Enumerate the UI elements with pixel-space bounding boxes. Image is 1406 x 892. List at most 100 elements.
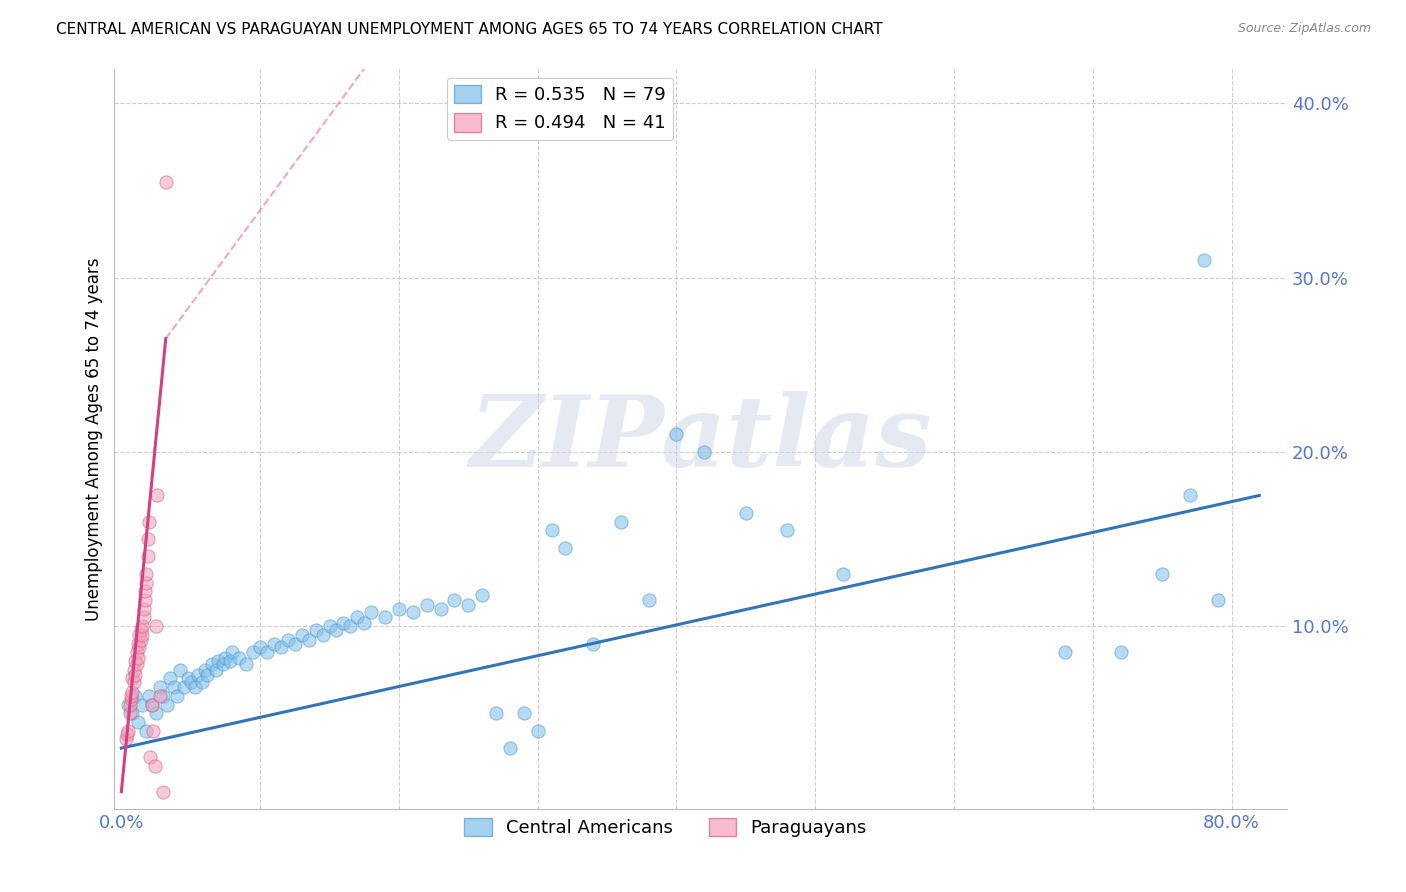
Point [166,689,188,703]
Point [429,601,451,615]
Point [117,698,139,712]
Point [388,601,411,615]
Point [124,689,146,703]
Point [211,657,233,672]
Point [1053,645,1076,659]
Point [163,680,186,694]
Point [332,615,354,630]
Point [415,599,437,613]
Point [218,654,240,668]
Point [263,637,285,651]
Point [204,663,226,677]
Point [485,706,508,721]
Point [145,619,167,633]
Point [124,668,146,682]
Point [242,645,264,659]
Point [180,674,202,689]
Point [131,619,153,633]
Point [132,601,155,615]
Point [135,723,157,738]
Point [120,689,142,703]
Point [513,706,536,721]
Point [582,637,605,651]
Text: ZIPatlas: ZIPatlas [470,391,932,487]
Point [118,706,141,721]
Point [471,588,494,602]
Point [125,657,148,672]
Point [610,515,633,529]
Point [339,619,361,633]
Point [228,650,250,665]
Point [134,584,156,599]
Point [197,668,219,682]
Point [139,749,162,764]
Point [138,689,160,703]
Point [832,566,855,581]
Point [121,685,143,699]
Point [143,758,166,772]
Point [135,566,157,581]
Point [776,524,799,538]
Y-axis label: Unemployment Among Ages 65 to 74 years: Unemployment Among Ages 65 to 74 years [86,257,103,621]
Point [194,663,217,677]
Point [184,680,207,694]
Point [235,657,257,672]
Point [284,637,307,651]
Point [131,628,153,642]
Point [325,623,347,637]
Point [346,610,368,624]
Point [135,575,157,590]
Point [122,663,145,677]
Point [159,672,181,686]
Point [127,637,149,651]
Point [136,549,159,564]
Point [374,610,396,624]
Point [156,698,179,712]
Point [277,633,299,648]
Point [121,672,143,686]
Point [155,175,177,189]
Point [149,680,172,694]
Point [1178,488,1201,502]
Point [120,692,142,706]
Point [125,645,148,659]
Point [554,541,576,555]
Point [443,593,465,607]
Point [187,668,209,682]
Point [693,445,716,459]
Point [360,605,382,619]
Point [402,605,425,619]
Point [200,657,222,672]
Point [221,645,243,659]
Point [304,623,326,637]
Point [134,593,156,607]
Point [1109,645,1132,659]
Point [1192,253,1215,268]
Point [291,628,314,642]
Legend: Central Americans, Paraguayans: Central Americans, Paraguayans [457,811,875,845]
Point [122,674,145,689]
Point [132,610,155,624]
Point [115,727,138,741]
Point [117,723,139,738]
Point [169,663,191,677]
Point [526,723,548,738]
Point [114,732,136,747]
Point [207,654,229,668]
Point [129,633,152,648]
Point [124,654,146,668]
Point [127,650,149,665]
Point [149,689,172,703]
Point [499,741,522,756]
Point [141,698,163,712]
Point [191,674,214,689]
Point [131,698,153,712]
Point [177,672,200,686]
Point [353,615,375,630]
Point [298,633,321,648]
Point [457,599,479,613]
Point [129,623,152,637]
Point [127,714,149,729]
Point [128,640,150,654]
Point [118,698,141,712]
